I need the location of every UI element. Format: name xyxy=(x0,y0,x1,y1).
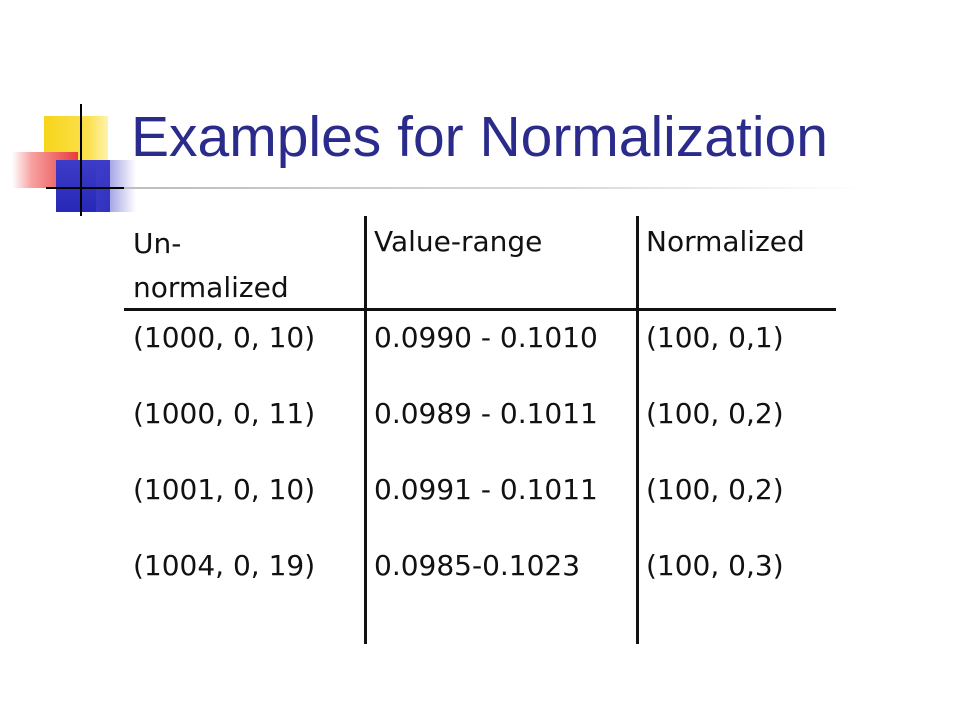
decorative-horizontal-line xyxy=(46,187,132,189)
cell-normalized: (100, 0,2) xyxy=(646,473,784,506)
header-unnormalized-line2: normalized xyxy=(133,271,289,304)
cell-value-range: 0.0991 - 0.1011 xyxy=(374,473,598,506)
column-divider xyxy=(364,216,367,644)
cell-unnormalized: (1001, 0, 10) xyxy=(133,473,316,506)
cell-normalized: (100, 0,2) xyxy=(646,397,784,430)
header-value-range: Value-range xyxy=(374,225,543,258)
decorative-vertical-line xyxy=(80,104,82,216)
cell-unnormalized: (1000, 0, 11) xyxy=(133,397,316,430)
header-unnormalized: Un- normalized xyxy=(133,222,353,310)
cell-value-range: 0.0990 - 0.1010 xyxy=(374,321,598,354)
page-title: Examples for Normalization xyxy=(131,105,828,169)
cell-value-range: 0.0989 - 0.1011 xyxy=(374,397,598,430)
column-divider xyxy=(636,216,639,644)
header-normalized: Normalized xyxy=(646,225,805,258)
header-unnormalized-line1: Un- xyxy=(133,227,182,260)
decorative-blue-fade xyxy=(96,160,136,212)
title-underline xyxy=(124,187,864,189)
cell-unnormalized: (1004, 0, 19) xyxy=(133,549,316,582)
cell-normalized: (100, 0,3) xyxy=(646,549,784,582)
cell-value-range: 0.0985-0.1023 xyxy=(374,549,581,582)
cell-normalized: (100, 0,1) xyxy=(646,321,784,354)
header-divider xyxy=(124,308,836,311)
normalization-table: Un- normalized Value-range Normalized (1… xyxy=(124,216,836,644)
cell-unnormalized: (1000, 0, 10) xyxy=(133,321,316,354)
